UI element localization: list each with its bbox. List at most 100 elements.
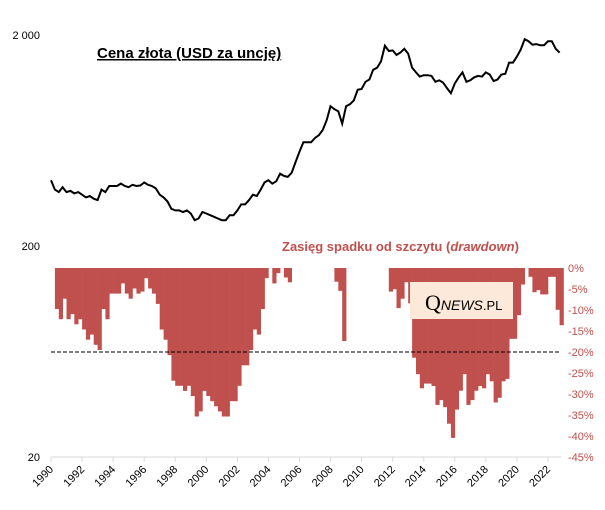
drawdown-bar [276, 268, 281, 274]
drawdown-bar [439, 268, 444, 401]
x-tick-label: 2022 [527, 464, 553, 490]
drawdown-bar [513, 268, 518, 339]
drawdown-bar [132, 268, 137, 289]
drawdown-bar [206, 268, 211, 396]
drawdown-bar [338, 268, 343, 291]
drawdown-bar [128, 268, 133, 299]
drawdown-bar [532, 268, 537, 293]
qnews-logo: QNEWS.PL [410, 282, 513, 319]
drawdown-bar [342, 268, 347, 341]
drawdown-bar [148, 268, 153, 289]
drawdown-bar [501, 268, 506, 382]
logo-q: Q [425, 290, 441, 315]
x-tick-label: 1998 [155, 464, 181, 490]
drawdown-bar [528, 268, 533, 277]
drawdown-bar [120, 268, 126, 284]
drawdown-bar [392, 268, 397, 290]
x-tick-label: 2004 [248, 464, 274, 490]
drawdown-bar [478, 268, 483, 386]
right-tick-label: -45% [568, 452, 594, 464]
x-tick-label: 2002 [217, 464, 243, 490]
drawdown-bar [462, 268, 467, 375]
drawdown-bar [159, 268, 164, 330]
drawdown-bar [198, 268, 203, 412]
right-axis-labels: 0% -5% -10% -15% -20% -25% -30% -35% -40% -45% [568, 263, 594, 464]
drawdown-bar [544, 268, 549, 295]
drawdown-bar [202, 268, 207, 391]
right-tick-label: -15% [568, 326, 594, 338]
right-tick-label: -40% [568, 431, 594, 443]
drawdown-bar [493, 268, 498, 403]
drawdown-bar [237, 268, 242, 386]
x-tick-label: 2006 [279, 464, 305, 490]
drawdown-bar [287, 268, 292, 283]
drawdown-bar [419, 268, 424, 389]
drawdown-bar [416, 268, 421, 375]
drawdown-bar [458, 268, 463, 391]
drawdown-bar [447, 268, 452, 424]
x-tick-label: 2020 [496, 464, 522, 490]
drawdown-bar [404, 268, 409, 283]
drawdown-bar [435, 268, 440, 405]
drawdown-bar [140, 268, 145, 292]
drawdown-bar [260, 268, 265, 309]
drawdown-bar [186, 268, 192, 386]
drawdown-bar [489, 268, 494, 382]
price-line [50, 37, 561, 222]
x-tick-label: 2016 [434, 464, 460, 490]
drawdown-bar [505, 268, 510, 379]
x-tick-label: 1994 [92, 464, 118, 490]
left-tick-label: 200 [22, 241, 40, 253]
drawdown-bar [516, 268, 522, 316]
drawdown-bar [400, 268, 405, 299]
drawdown-bar [74, 268, 79, 325]
left-tick-label: 2 000 [12, 30, 40, 42]
drawdown-bar [474, 268, 479, 391]
drawdown-bar [485, 268, 490, 375]
drawdown-bar [470, 268, 475, 401]
drawdown-bar [272, 268, 277, 284]
drawdown-bar [151, 268, 157, 294]
right-tick-label: -20% [568, 347, 594, 359]
x-tick-label: 1996 [124, 464, 150, 490]
drawdown-bar [427, 268, 432, 384]
drawdown-title-end: ) [515, 239, 519, 254]
drawdown-bar [423, 268, 428, 384]
price-chart-title: Cena złota (USD za uncję) [97, 45, 281, 62]
drawdown-bar [217, 268, 223, 412]
drawdown-bar [245, 268, 250, 366]
drawdown-title-italic: drawdown [450, 239, 514, 254]
drawdown-bar [97, 268, 102, 350]
drawdown-bar [252, 268, 258, 330]
drawdown-bar [388, 268, 393, 292]
drawdown-bar [555, 268, 560, 310]
drawdown-title-main: Zasięg spadku od szczytu ( [282, 239, 451, 254]
drawdown-bar [551, 268, 556, 277]
drawdown-bar [144, 268, 149, 279]
left-tick-label: 20 [28, 452, 40, 464]
right-tick-label: -35% [568, 410, 594, 422]
drawdown-bar [283, 268, 289, 278]
logo-background [410, 282, 513, 319]
drawdown-bar [233, 268, 238, 402]
drawdown-bar [93, 268, 98, 345]
right-tick-label: -5% [568, 284, 588, 296]
drawdown-bar [225, 268, 230, 417]
drawdown-bar [520, 268, 525, 285]
right-tick-label: 0% [568, 263, 584, 275]
drawdown-bar [54, 268, 60, 309]
left-axis-labels: 2 000 200 20 [12, 30, 40, 464]
drawdown-bar [497, 268, 502, 398]
drawdown-bar [78, 268, 83, 320]
drawdown-bar [190, 268, 195, 396]
drawdown-bar [466, 268, 471, 405]
logo-suffix: .PL [483, 298, 503, 313]
drawdown-bar [70, 268, 75, 315]
drawdown-bar [155, 268, 160, 304]
drawdown-bar [396, 268, 401, 309]
drawdown-bar [431, 268, 436, 386]
x-tick-label: 1992 [61, 464, 87, 490]
drawdown-bar [167, 268, 172, 356]
drawdown-bar [183, 268, 188, 391]
drawdown-bar [249, 268, 254, 350]
